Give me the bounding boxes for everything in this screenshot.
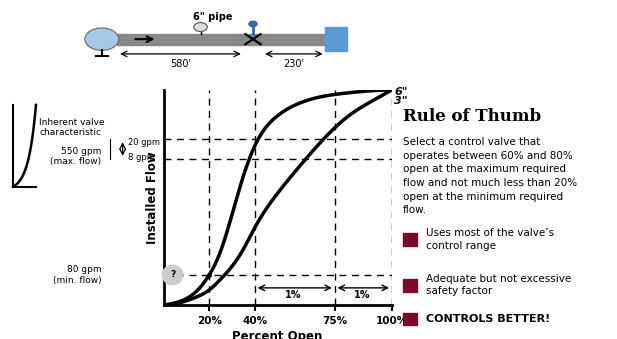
Text: 6" pipe: 6" pipe [193,12,233,22]
Text: 6": 6" [394,87,408,97]
Circle shape [194,23,207,32]
Text: Rule of Thumb: Rule of Thumb [403,108,541,125]
Text: Adequate but not excessive
safety factor: Adequate but not excessive safety factor [426,274,571,296]
Polygon shape [245,34,260,44]
Text: 1%: 1% [286,290,302,300]
Bar [117,34,324,45]
Polygon shape [245,34,260,44]
Circle shape [249,21,257,26]
Text: ?: ? [170,271,175,279]
Bar [403,279,416,292]
Text: Inherent valve
characteristic: Inherent valve characteristic [39,118,105,137]
Y-axis label: Installed Flow: Installed Flow [146,151,159,244]
Text: 550 gpm
(max. flow): 550 gpm (max. flow) [50,147,101,166]
Text: CONTROLS BETTER!: CONTROLS BETTER! [426,314,550,324]
Bar [326,27,347,51]
Text: 20 gpm: 20 gpm [128,138,160,147]
Text: 80 gpm
(min. flow): 80 gpm (min. flow) [52,265,101,285]
Text: 3": 3" [394,96,408,105]
Text: 8 gpm: 8 gpm [128,153,154,162]
Circle shape [162,265,183,285]
Text: 580': 580' [170,59,191,69]
Text: Uses most of the valve’s
control range: Uses most of the valve’s control range [426,228,553,251]
Bar [403,313,416,325]
Circle shape [85,28,118,50]
X-axis label: Percent Open: Percent Open [233,330,323,339]
Text: 1%: 1% [354,290,370,300]
Text: 230': 230' [283,59,304,69]
Bar [403,233,416,246]
Text: Select a control valve that
operates between 60% and 80%
open at the maximum req: Select a control valve that operates bet… [403,137,577,215]
